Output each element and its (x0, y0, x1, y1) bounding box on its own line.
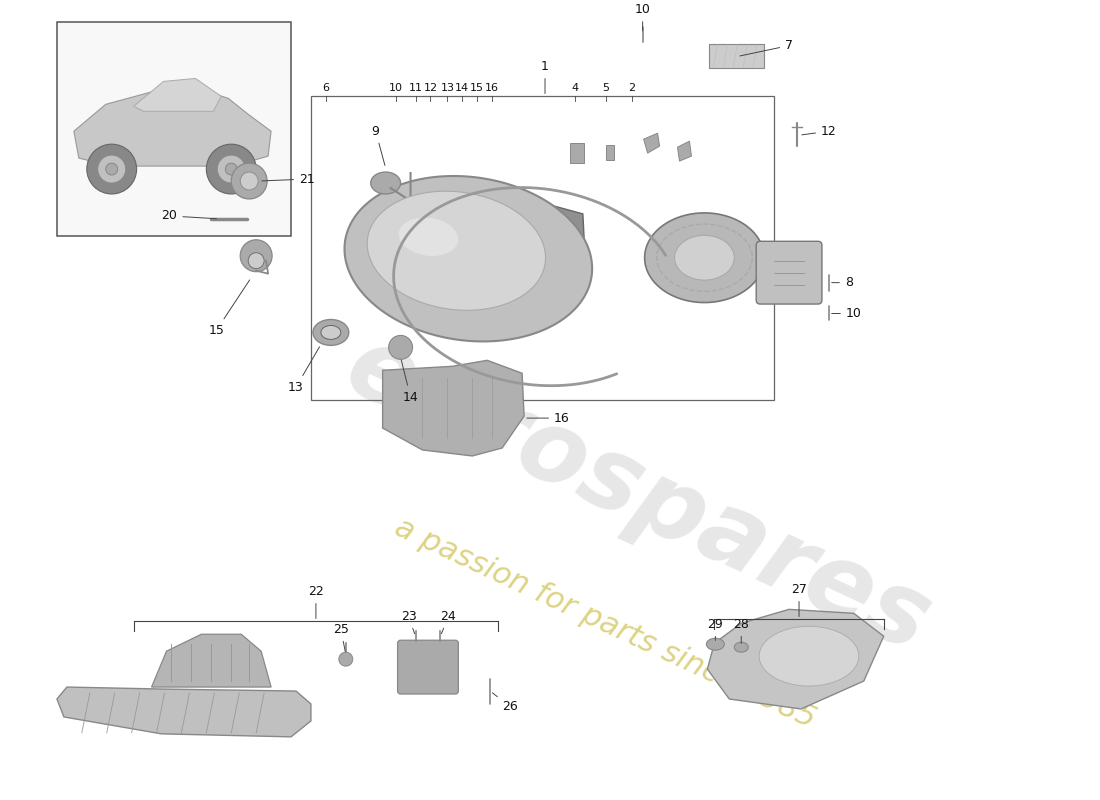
Text: 2: 2 (628, 83, 635, 94)
Text: 1: 1 (541, 60, 549, 94)
Text: 13: 13 (440, 83, 454, 94)
Text: 14: 14 (455, 83, 470, 94)
Polygon shape (707, 610, 883, 709)
Circle shape (106, 163, 118, 175)
Polygon shape (74, 86, 271, 166)
Text: 8: 8 (832, 276, 852, 289)
Circle shape (218, 155, 245, 183)
Text: 29: 29 (707, 618, 723, 641)
Circle shape (240, 172, 258, 190)
Bar (570, 143, 584, 163)
Text: 23: 23 (400, 610, 417, 634)
Text: 28: 28 (734, 618, 749, 643)
FancyBboxPatch shape (397, 640, 459, 694)
Circle shape (388, 335, 412, 359)
Circle shape (339, 652, 353, 666)
Ellipse shape (706, 638, 724, 650)
Text: 15: 15 (208, 280, 250, 337)
Circle shape (87, 144, 136, 194)
Polygon shape (57, 687, 311, 737)
Polygon shape (678, 141, 692, 161)
Circle shape (226, 163, 238, 175)
Text: 12: 12 (424, 83, 438, 94)
Polygon shape (645, 213, 764, 302)
Bar (710, 43, 764, 69)
Text: 26: 26 (493, 693, 518, 714)
Circle shape (98, 155, 125, 183)
Ellipse shape (735, 642, 748, 652)
Text: 16: 16 (527, 411, 570, 425)
Text: 13: 13 (288, 346, 319, 394)
Text: 12: 12 (802, 125, 837, 138)
Bar (57, 22, 292, 236)
Text: 5: 5 (603, 83, 609, 94)
Bar (606, 145, 614, 160)
Text: 25: 25 (333, 622, 349, 651)
Text: 21: 21 (262, 173, 315, 186)
Polygon shape (344, 176, 592, 342)
Text: 6: 6 (322, 83, 329, 94)
Ellipse shape (312, 319, 349, 346)
Ellipse shape (321, 326, 341, 339)
Text: 4: 4 (571, 83, 579, 94)
Text: 7: 7 (740, 39, 793, 56)
Text: 16: 16 (485, 83, 499, 94)
Bar (311, 96, 774, 400)
Ellipse shape (674, 235, 735, 280)
Text: 9: 9 (372, 125, 385, 166)
Text: 20: 20 (162, 210, 217, 222)
Text: 10: 10 (388, 83, 403, 94)
Ellipse shape (371, 172, 400, 194)
Text: 22: 22 (308, 585, 323, 618)
Text: 24: 24 (440, 610, 456, 634)
Circle shape (231, 163, 267, 199)
Polygon shape (644, 134, 660, 153)
Polygon shape (133, 78, 221, 111)
Text: 11: 11 (408, 83, 422, 94)
FancyBboxPatch shape (756, 242, 822, 304)
Ellipse shape (399, 218, 459, 256)
Text: a passion for parts since 1985: a passion for parts since 1985 (389, 513, 820, 734)
Text: eurospares: eurospares (330, 318, 945, 674)
Circle shape (240, 240, 272, 272)
Text: 15: 15 (471, 83, 484, 94)
Ellipse shape (759, 626, 859, 686)
Polygon shape (518, 199, 586, 326)
Text: 10: 10 (832, 307, 861, 320)
Text: 14: 14 (402, 360, 418, 404)
Text: 27: 27 (791, 583, 807, 617)
Polygon shape (367, 191, 546, 310)
Polygon shape (152, 634, 271, 687)
Text: 10: 10 (635, 3, 650, 31)
Circle shape (249, 253, 264, 269)
Polygon shape (383, 360, 524, 456)
Circle shape (207, 144, 256, 194)
